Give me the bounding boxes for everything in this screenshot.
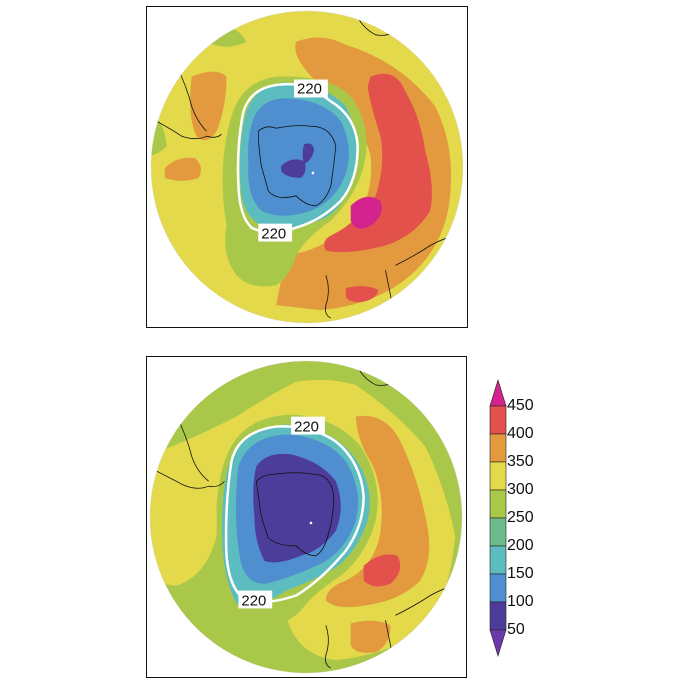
south-pole-marker	[311, 171, 315, 175]
colorbar-tick-150: 150	[507, 565, 534, 582]
colorbar-tick-50: 50	[507, 621, 525, 638]
colorbar	[488, 378, 568, 658]
polar-map-top: 220 220	[150, 10, 464, 324]
contour-label-220-bottom-lower: 220	[241, 593, 266, 609]
colorbar-tick-400: 400	[507, 425, 534, 442]
colorbar-tick-350: 350	[507, 453, 534, 470]
contour-label-220-bottom-upper: 220	[294, 420, 319, 436]
south-pole-marker	[309, 521, 313, 525]
map-panel-top: 220 220	[146, 6, 468, 328]
colorbar-tick-200: 200	[507, 537, 534, 554]
contour-label-220-top-upper: 220	[297, 81, 322, 97]
colorbar-tick-300: 300	[507, 481, 534, 498]
contour-label-220-top-lower: 220	[261, 227, 286, 243]
colorbar-tick-450: 450	[507, 397, 534, 414]
colorbar-tick-100: 100	[507, 593, 534, 610]
map-panel-bottom: 220 220	[146, 356, 467, 678]
colorbar-tick-250: 250	[507, 509, 534, 526]
polar-map-bottom: 220 220	[149, 360, 463, 674]
colorbar-scale	[489, 378, 507, 658]
